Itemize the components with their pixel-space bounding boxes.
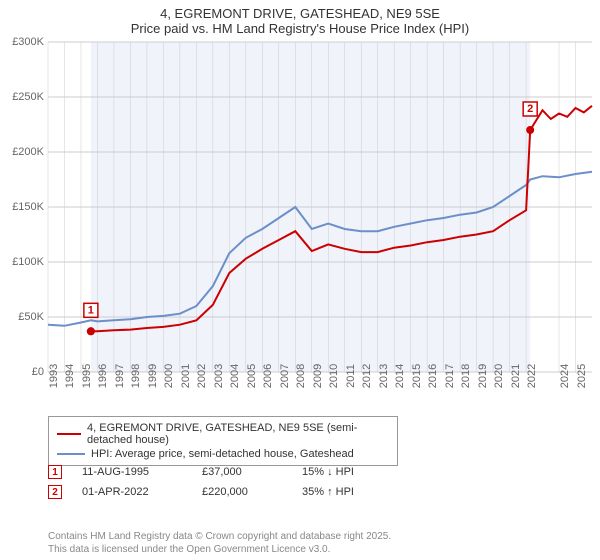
y-tick-label: £300K xyxy=(12,36,44,48)
legend-swatch xyxy=(57,453,85,455)
y-tick-label: £200K xyxy=(12,146,44,158)
x-tick-label: 2015 xyxy=(411,364,423,388)
y-tick-label: £50K xyxy=(18,311,44,323)
svg-text:1: 1 xyxy=(88,304,94,316)
chart-subtitle: Price paid vs. HM Land Registry's House … xyxy=(0,21,600,36)
event-marker-icon: 2 xyxy=(48,485,62,499)
legend-swatch xyxy=(57,433,81,435)
x-axis: 1993199419951996199719981999200020012002… xyxy=(48,372,592,412)
legend-label: 4, EGREMONT DRIVE, GATESHEAD, NE9 5SE (s… xyxy=(87,422,389,446)
x-tick-label: 2019 xyxy=(477,364,489,388)
y-tick-label: £150K xyxy=(12,201,44,213)
x-tick-label: 2001 xyxy=(180,364,192,388)
x-tick-label: 1995 xyxy=(81,364,93,388)
legend-label: HPI: Average price, semi-detached house,… xyxy=(91,448,354,460)
chart-title: 4, EGREMONT DRIVE, GATESHEAD, NE9 5SE xyxy=(0,0,600,21)
event-price: £220,000 xyxy=(202,486,302,498)
event-date: 11-AUG-1995 xyxy=(82,466,202,478)
y-axis: £0£50K£100K£150K£200K£250K£300K xyxy=(0,42,48,372)
legend-item: HPI: Average price, semi-detached house,… xyxy=(57,447,389,461)
x-tick-label: 2021 xyxy=(510,364,522,388)
x-tick-label: 1998 xyxy=(130,364,142,388)
x-tick-label: 2003 xyxy=(213,364,225,388)
x-tick-label: 2011 xyxy=(345,364,357,388)
y-tick-label: £250K xyxy=(12,91,44,103)
x-tick-label: 2016 xyxy=(427,364,439,388)
event-row: 2 01-APR-2022£220,00035% ↑ HPI xyxy=(48,482,592,502)
event-price: £37,000 xyxy=(202,466,302,478)
event-diff: 35% ↑ HPI xyxy=(302,486,354,498)
x-tick-label: 2022 xyxy=(526,364,538,388)
chart-area: £0£50K£100K£150K£200K£250K£300K 12 19931… xyxy=(0,42,600,412)
x-tick-label: 2005 xyxy=(246,364,258,388)
x-tick-label: 1999 xyxy=(147,364,159,388)
legend: 4, EGREMONT DRIVE, GATESHEAD, NE9 5SE (s… xyxy=(48,416,398,466)
event-date: 01-APR-2022 xyxy=(82,486,202,498)
svg-text:2: 2 xyxy=(527,103,533,115)
chart-container: 4, EGREMONT DRIVE, GATESHEAD, NE9 5SE Pr… xyxy=(0,0,600,560)
footer-line-2: This data is licensed under the Open Gov… xyxy=(48,543,391,556)
x-tick-label: 2020 xyxy=(493,364,505,388)
y-tick-label: £100K xyxy=(12,256,44,268)
event-diff: 15% ↓ HPI xyxy=(302,466,354,478)
x-tick-label: 2017 xyxy=(444,364,456,388)
x-tick-label: 2018 xyxy=(460,364,472,388)
x-tick-label: 1996 xyxy=(97,364,109,388)
y-tick-label: £0 xyxy=(32,366,44,378)
x-tick-label: 2006 xyxy=(262,364,274,388)
x-tick-label: 1994 xyxy=(64,364,76,388)
events-table: 1 11-AUG-1995£37,00015% ↓ HPI 2 01-APR-2022… xyxy=(48,462,592,502)
footer-line-1: Contains HM Land Registry data © Crown c… xyxy=(48,530,391,543)
x-tick-label: 2002 xyxy=(196,364,208,388)
x-tick-label: 2010 xyxy=(328,364,340,388)
x-tick-label: 2004 xyxy=(229,364,241,388)
x-tick-label: 2007 xyxy=(279,364,291,388)
x-tick-label: 2012 xyxy=(361,364,373,388)
x-tick-label: 2000 xyxy=(163,364,175,388)
legend-item: 4, EGREMONT DRIVE, GATESHEAD, NE9 5SE (s… xyxy=(57,421,389,447)
x-tick-label: 2014 xyxy=(394,364,406,388)
x-tick-label: 1997 xyxy=(114,364,126,388)
event-row: 1 11-AUG-1995£37,00015% ↓ HPI xyxy=(48,462,592,482)
x-tick-label: 2024 xyxy=(559,364,571,388)
x-tick-label: 1993 xyxy=(48,364,60,388)
event-marker-icon: 1 xyxy=(48,465,62,479)
x-tick-label: 2025 xyxy=(576,364,588,388)
x-tick-label: 2008 xyxy=(295,364,307,388)
footer-attribution: Contains HM Land Registry data © Crown c… xyxy=(48,530,391,556)
plot-area: 12 xyxy=(48,42,592,372)
x-tick-label: 2009 xyxy=(312,364,324,388)
x-tick-label: 2013 xyxy=(378,364,390,388)
chart-svg: 12 xyxy=(48,42,592,372)
